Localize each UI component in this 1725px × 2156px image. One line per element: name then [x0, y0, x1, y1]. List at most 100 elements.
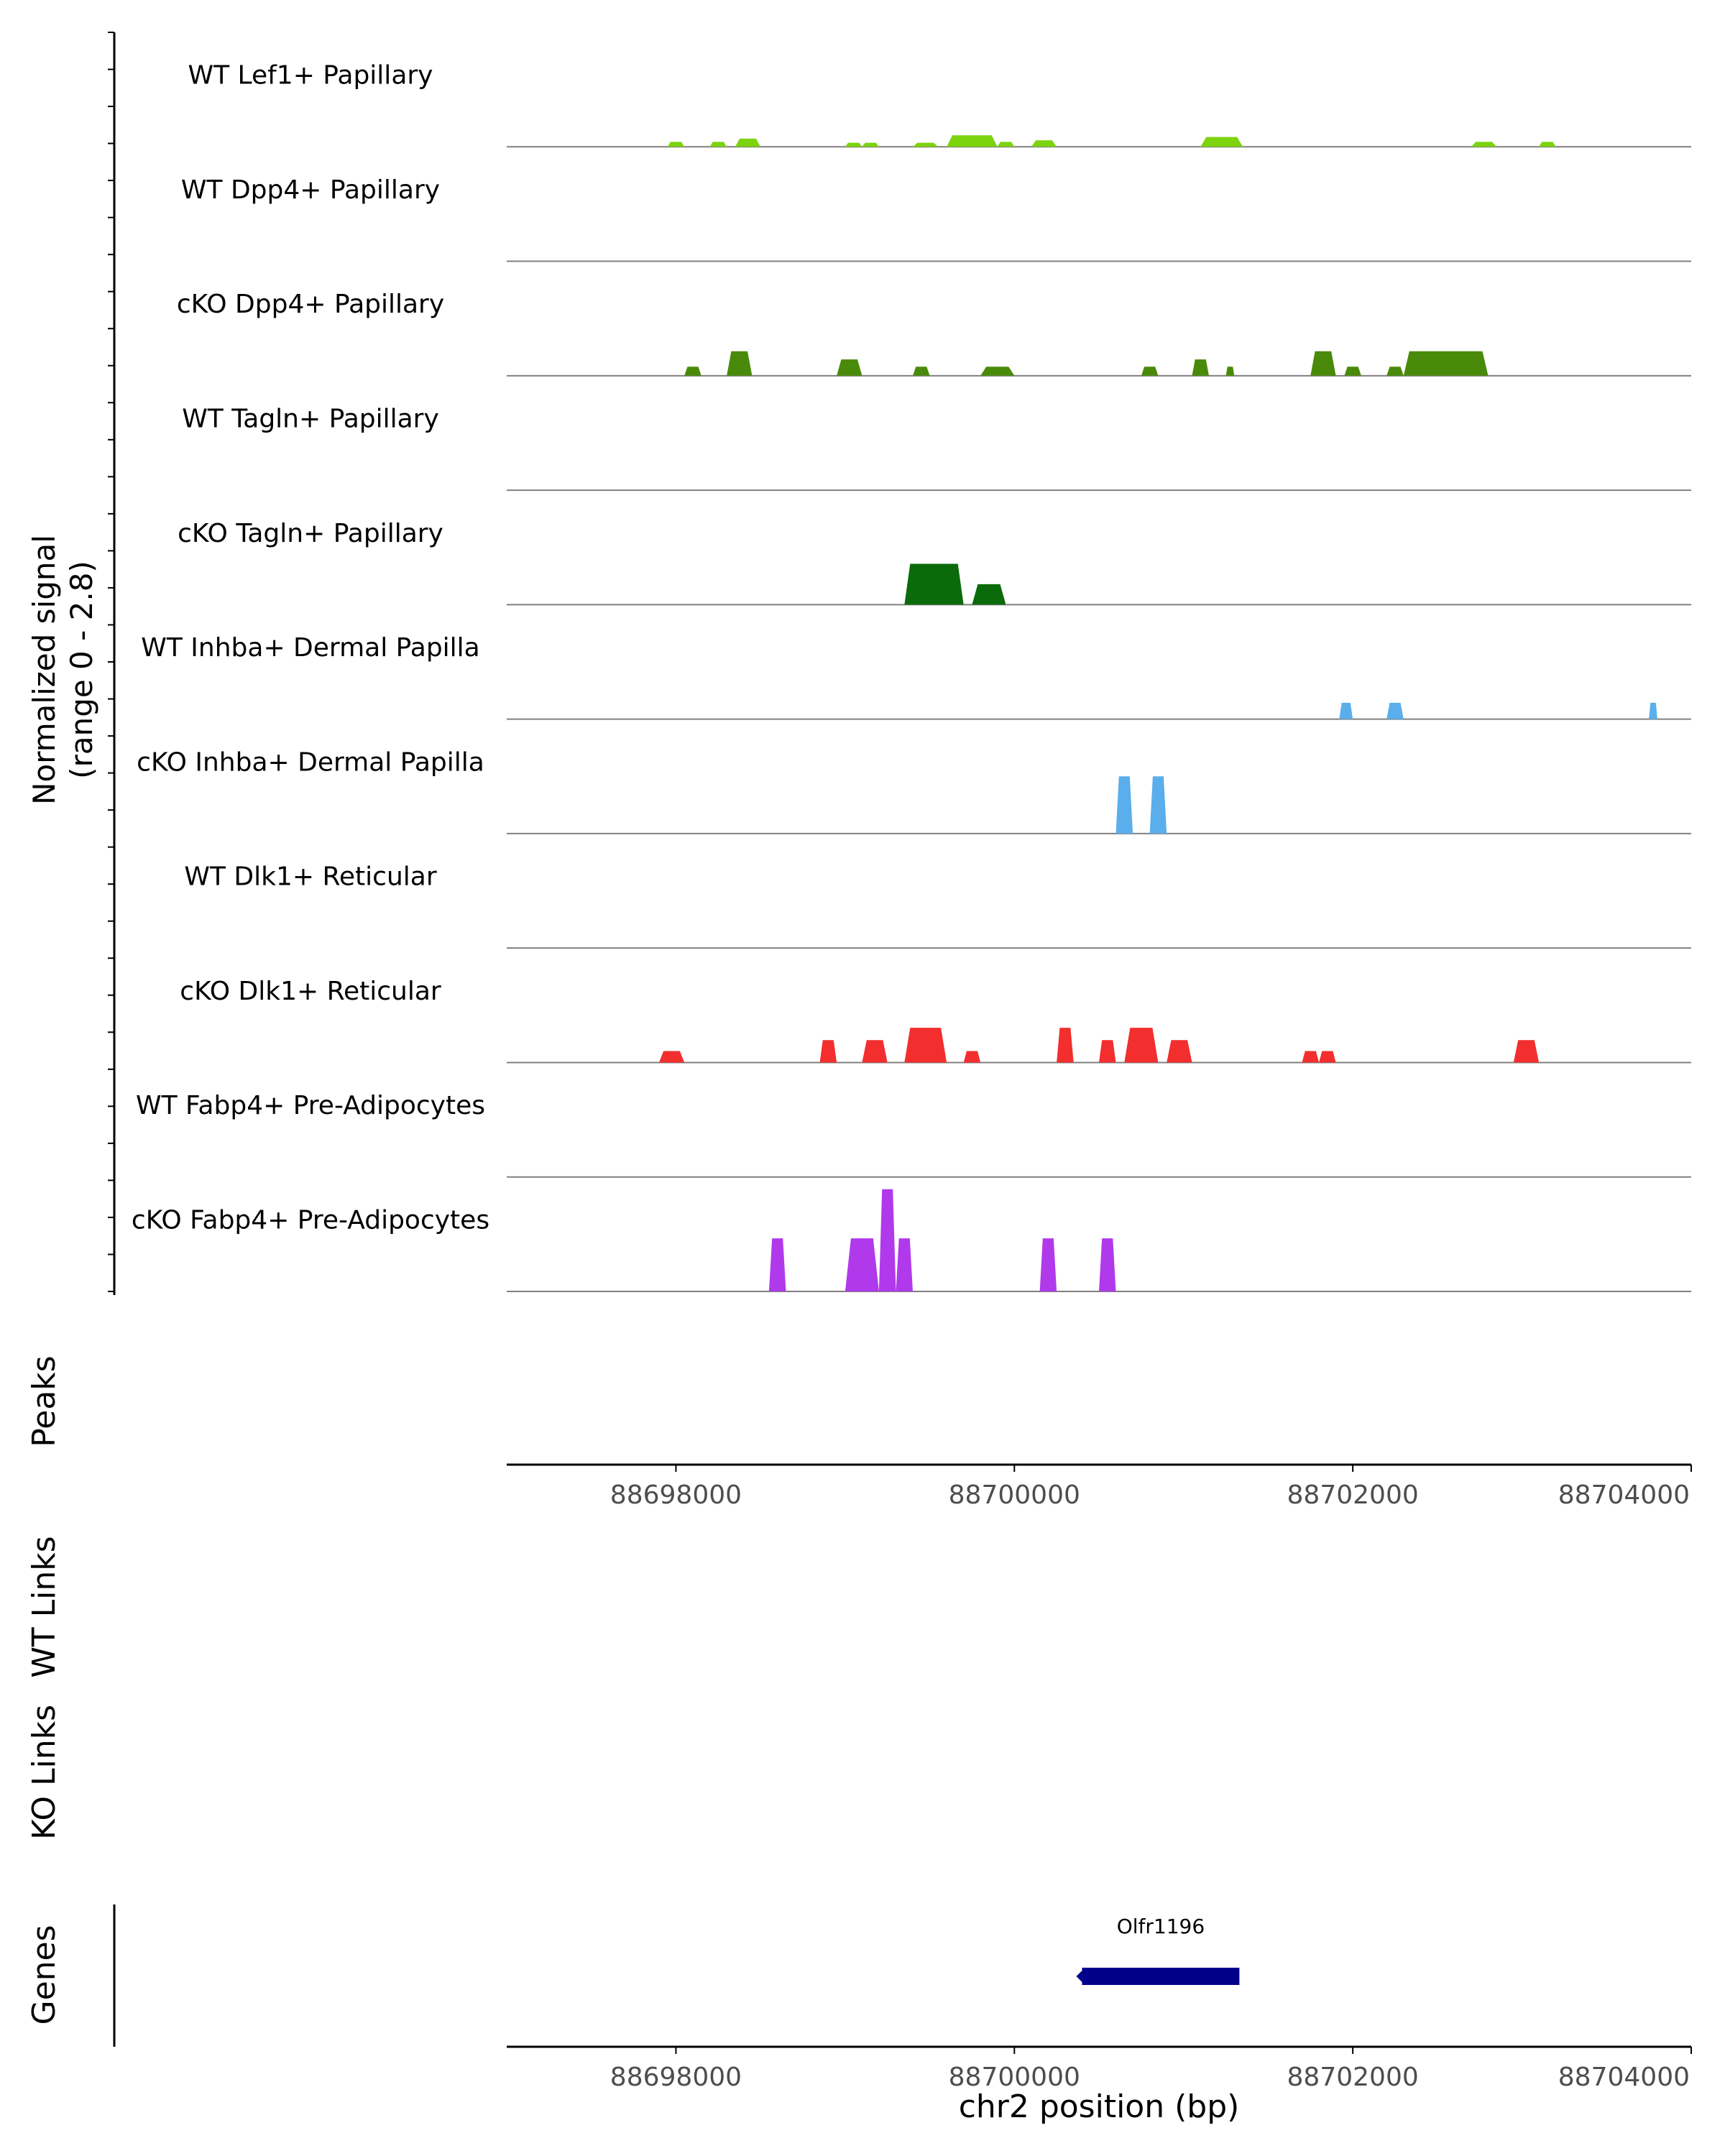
track-label: WT Dlk1+ Reticular — [184, 862, 436, 892]
signal-peak — [1513, 1040, 1540, 1063]
signal-peak — [1302, 1051, 1320, 1063]
signal-peak — [819, 1040, 837, 1063]
links-panels: WT Links KO Links — [26, 1536, 63, 1840]
signal-peak — [768, 1238, 786, 1291]
y-axis-title: Normalized signal — [27, 535, 62, 805]
track-cko-inhba-dermal-papilla: cKO Inhba+ Dermal Papilla — [137, 747, 1691, 834]
gene-annotations: Olfr1196 — [1076, 1915, 1240, 1985]
wt-links-label: WT Links — [26, 1536, 63, 1677]
x-axis-tick-label: 88702000 — [1287, 2063, 1419, 2092]
track-label: WT Lef1+ Papillary — [188, 61, 433, 91]
track-wt-dlk1-reticular: WT Dlk1+ Reticular — [184, 862, 1691, 949]
track-wt-inhba-dermal-papilla: WT Inhba+ Dermal Papilla — [141, 633, 1691, 720]
signal-peak — [1386, 367, 1404, 376]
signal-peak — [1141, 367, 1159, 376]
track-label: WT Inhba+ Dermal Papilla — [141, 633, 479, 663]
signal-peak — [1039, 1238, 1057, 1291]
signal-peak — [980, 367, 1015, 376]
signal-peak — [1403, 351, 1489, 376]
x-axis-tick-label: 88702000 — [1287, 1480, 1419, 1510]
signal-tracks: WT Lef1+ Papillary WT Dpp4+ Papillary cKO … — [132, 61, 1691, 1292]
y-axis-range-label: (range 0 - 2.8) — [64, 561, 99, 779]
track-label: cKO Fabp4+ Pre-Adipocytes — [132, 1205, 489, 1235]
signal-peak — [913, 367, 930, 376]
signal-peak — [947, 135, 998, 147]
signal-peak — [1099, 1238, 1116, 1291]
x-axis-tick-label: 88700000 — [949, 1480, 1080, 1510]
signal-peak — [1319, 1051, 1336, 1063]
x-axis-tick-label: 88704000 — [1558, 1480, 1690, 1510]
signal-peak — [904, 563, 964, 605]
signal-y-axis: Normalized signal (range 0 - 2.8) — [27, 32, 116, 1295]
signal-peak — [709, 142, 727, 147]
signal-peak — [735, 138, 761, 147]
signal-peak — [837, 359, 862, 376]
signal-peak — [1344, 367, 1361, 376]
signal-peak — [1031, 140, 1057, 147]
track-cko-fabp4-pre-adipocytes: cKO Fabp4+ Pre-Adipocytes — [132, 1189, 1691, 1292]
signal-peak — [1386, 702, 1404, 719]
signal-peak — [667, 142, 685, 147]
signal-peak — [1225, 367, 1235, 376]
signal-peak — [913, 142, 939, 147]
track-label: cKO Tagln+ Papillary — [178, 519, 443, 548]
signal-peak — [845, 1238, 879, 1291]
gene-label: Olfr1196 — [1117, 1915, 1205, 1938]
genes-panel-label: Genes — [26, 1925, 63, 2024]
x-axis-tick-label: 88698000 — [610, 1480, 742, 1510]
peaks-panel-label: Peaks — [26, 1355, 63, 1447]
x-axis-title: chr2 position (bp) — [959, 2088, 1240, 2125]
ko-links-label: KO Links — [26, 1705, 63, 1840]
track-cko-dlk1-reticular: cKO Dlk1+ Reticular — [180, 977, 1691, 1064]
gene-strand-arrow — [1076, 1971, 1082, 1982]
signal-peak — [1124, 1028, 1159, 1063]
track-label: cKO Dlk1+ Reticular — [180, 977, 441, 1006]
signal-peak — [904, 1028, 947, 1063]
signal-peak — [1057, 1028, 1074, 1063]
signal-y-axis-ticks — [108, 32, 114, 1292]
signal-peak — [862, 142, 879, 147]
genes-x-axis-ticks: 88698000 88700000 88702000 88704000 — [610, 2047, 1692, 2092]
signal-peak — [1200, 137, 1243, 147]
peaks-x-axis-ticks: 88698000 88700000 88702000 88704000 — [610, 1465, 1692, 1510]
track-cko-tagln-papillary: cKO Tagln+ Papillary — [178, 519, 1691, 606]
signal-peak — [896, 1238, 913, 1291]
track-wt-fabp4-pre-adipocytes: WT Fabp4+ Pre-Adipocytes — [136, 1091, 1691, 1178]
track-label: WT Dpp4+ Papillary — [181, 175, 440, 205]
signal-peak — [684, 367, 702, 376]
track-label: cKO Dpp4+ Papillary — [177, 290, 444, 319]
track-label: WT Tagln+ Papillary — [182, 404, 439, 433]
signal-peak — [1339, 702, 1353, 719]
signal-peak — [1649, 702, 1657, 719]
peaks-panel: Peaks 88698000 88700000 88702000 88704000 — [26, 1355, 1692, 1510]
gene-body — [1082, 1968, 1240, 1985]
track-wt-lef1-papillary: WT Lef1+ Papillary — [188, 61, 1691, 148]
track-wt-tagln-papillary: WT Tagln+ Papillary — [182, 404, 1691, 492]
signal-peak — [658, 1051, 685, 1063]
signal-peak — [997, 142, 1015, 147]
signal-peak — [1192, 359, 1209, 376]
track-label: cKO Inhba+ Dermal Papilla — [137, 747, 484, 777]
x-axis-tick-label: 88700000 — [949, 2063, 1080, 2092]
x-axis-tick-label: 88704000 — [1558, 2063, 1690, 2092]
signal-peak — [1099, 1040, 1116, 1063]
track-wt-dpp4-papillary: WT Dpp4+ Papillary — [181, 175, 1691, 262]
signal-peak — [963, 1051, 981, 1063]
x-axis-tick-label: 88698000 — [610, 2063, 742, 2092]
signal-peak — [1471, 142, 1497, 147]
signal-peak — [1539, 142, 1556, 147]
gene-olfr1196: Olfr1196 — [1076, 1915, 1240, 1985]
track-cko-dpp4-papillary: cKO Dpp4+ Papillary — [177, 290, 1691, 377]
signal-peak — [727, 351, 753, 376]
signal-peak — [1310, 351, 1336, 376]
signal-peak — [1149, 776, 1167, 834]
genes-panel: Genes Olfr1196 88698000 88700000 88702000 8… — [26, 1904, 1692, 2125]
signal-peak — [1167, 1040, 1192, 1063]
signal-peak — [862, 1040, 888, 1063]
signal-peak — [1116, 776, 1133, 834]
signal-peak — [845, 142, 862, 147]
signal-peak — [972, 584, 1006, 605]
signal-peak — [878, 1189, 896, 1291]
